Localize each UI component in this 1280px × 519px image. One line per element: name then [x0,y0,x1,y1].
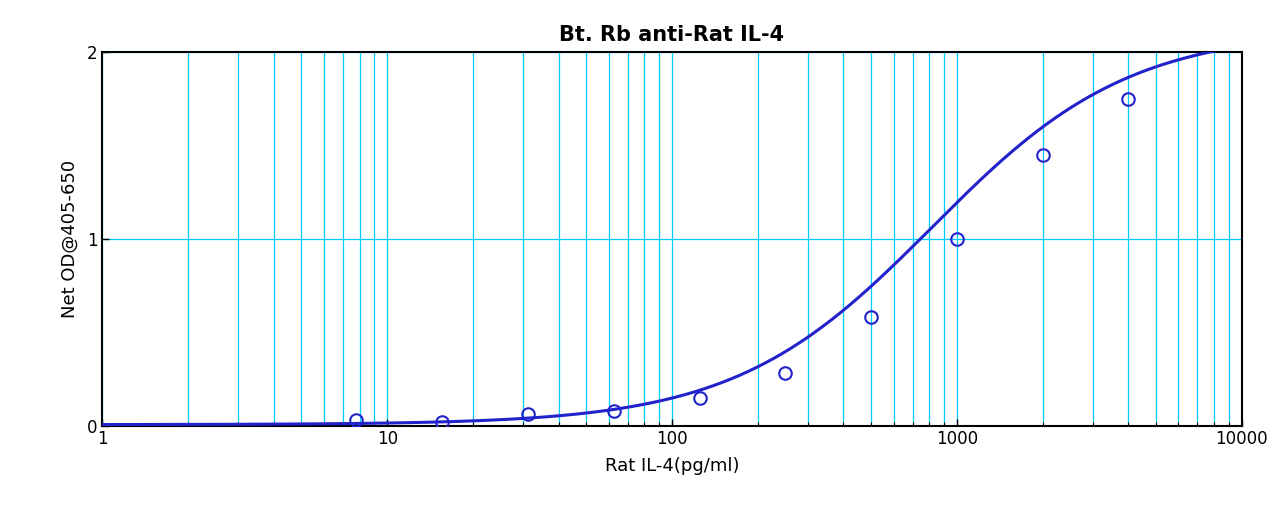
Y-axis label: Net OD@405-650: Net OD@405-650 [60,160,78,318]
X-axis label: Rat IL-4(pg/ml): Rat IL-4(pg/ml) [604,457,740,475]
Title: Bt. Rb anti-Rat IL-4: Bt. Rb anti-Rat IL-4 [559,25,785,45]
